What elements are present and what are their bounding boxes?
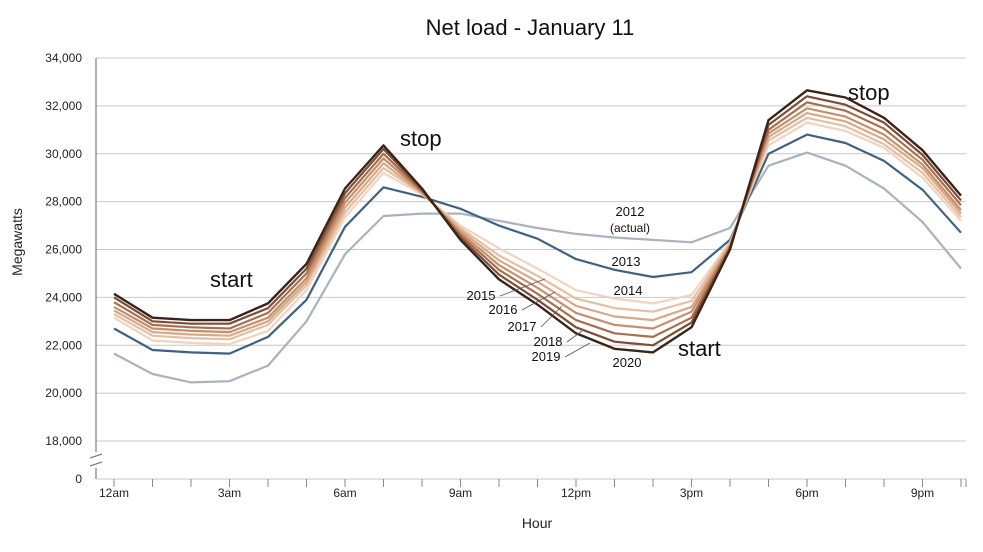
y-tick-label-34000: 34,000 xyxy=(45,51,82,65)
annotation-stop-right: stop xyxy=(848,80,890,105)
y-tick-label-20000: 20,000 xyxy=(45,386,82,400)
y-axis-label: Megawatts xyxy=(9,208,25,276)
series-line-2019 xyxy=(113,95,962,347)
y-axis-ticks: 18,000 20,000 22,000 24,000 26,000 28,000 30,0… xyxy=(45,51,82,486)
series-label-2012: 2012 xyxy=(616,204,645,219)
leader-2019 xyxy=(564,342,591,358)
series-label-2015: 2015 xyxy=(467,288,496,303)
series-label-2014: 2014 xyxy=(614,283,643,298)
y-tick-label-30000: 30,000 xyxy=(45,147,82,161)
x-tick-label-12am: 12am xyxy=(99,486,129,500)
series-label-2013: 2013 xyxy=(612,254,641,269)
y-tick-label-0: 0 xyxy=(75,472,82,486)
y-tick-label-22000: 22,000 xyxy=(45,338,82,352)
series-lines xyxy=(113,89,962,384)
annotation-start-right: start xyxy=(678,336,721,361)
series-line-2017 xyxy=(113,107,962,334)
y-tick-label-24000: 24,000 xyxy=(45,290,82,304)
series-line-2014 xyxy=(113,121,962,346)
leader-2016 xyxy=(521,291,556,311)
grid xyxy=(96,57,966,480)
y-tick-label-28000: 28,000 xyxy=(45,195,82,209)
series-label-2016: 2016 xyxy=(489,302,518,317)
series-label-2020: 2020 xyxy=(613,355,642,370)
x-tick-label-6am: 6am xyxy=(333,486,356,500)
leader-2015 xyxy=(499,278,546,297)
series-label-2017: 2017 xyxy=(508,319,537,334)
annotation-stop-left: stop xyxy=(400,126,442,151)
x-tick-label-6pm: 6pm xyxy=(795,486,818,500)
y-tick-label-18000: 18,000 xyxy=(45,434,82,448)
series-line-2015 xyxy=(113,116,962,341)
y-tick-label-32000: 32,000 xyxy=(45,99,82,113)
series-label-2012-actual: (actual) xyxy=(610,221,650,235)
x-tick-label-9pm: 9pm xyxy=(911,486,934,500)
x-tick-label-12pm: 12pm xyxy=(561,486,591,500)
axes xyxy=(89,58,103,479)
x-axis-ticks: 12am 3am 6am 9am 12pm 3pm 6pm 9pm xyxy=(99,479,967,500)
leader-2018 xyxy=(566,330,583,343)
y-tick-label-26000: 26,000 xyxy=(45,243,82,257)
axis-break-mark xyxy=(89,453,103,467)
chart-title: Net load - January 11 xyxy=(426,15,635,40)
series-line-2012 xyxy=(113,151,962,384)
x-tick-label-3pm: 3pm xyxy=(680,486,703,500)
series-line-2018 xyxy=(113,101,962,338)
series-line-2013 xyxy=(113,133,962,355)
leader-2017 xyxy=(540,305,563,328)
x-tick-label-3am: 3am xyxy=(218,486,241,500)
series-line-2020 xyxy=(113,89,962,354)
x-tick-label-9am: 9am xyxy=(449,486,472,500)
series-label-2018: 2018 xyxy=(534,334,563,349)
series-label-2019: 2019 xyxy=(532,349,561,364)
x-axis-label: Hour xyxy=(522,515,553,531)
label-leaders xyxy=(499,278,591,358)
annotation-start-left: start xyxy=(210,267,253,292)
series-line-2016 xyxy=(113,111,962,337)
